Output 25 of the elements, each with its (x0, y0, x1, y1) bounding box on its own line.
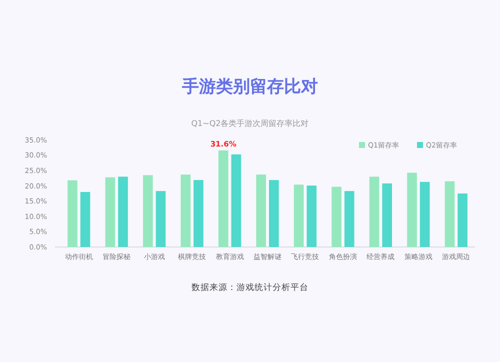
bar (180, 174, 191, 247)
bar (231, 154, 242, 247)
bar (118, 176, 128, 247)
bar (68, 180, 78, 247)
bar (194, 180, 204, 247)
bar (306, 186, 317, 247)
bar (458, 194, 468, 247)
bar (80, 192, 90, 247)
bar (444, 181, 455, 247)
bar (105, 177, 116, 247)
bar (344, 191, 354, 247)
bar (143, 175, 153, 247)
bar (420, 182, 430, 247)
source-note: 数据来源：游戏统计分析平台 (192, 282, 308, 293)
chart-subtitle: Q1~Q2各类手游次周留存率比对 (191, 119, 309, 128)
bar (156, 191, 166, 247)
bar (407, 172, 417, 247)
bar (218, 150, 228, 247)
bar (382, 183, 392, 247)
bar (294, 184, 304, 247)
bar (256, 174, 266, 247)
bar (269, 180, 279, 247)
chart-title: 手游类别留存比对 (181, 77, 318, 97)
bar (332, 186, 342, 247)
bar (369, 176, 380, 247)
